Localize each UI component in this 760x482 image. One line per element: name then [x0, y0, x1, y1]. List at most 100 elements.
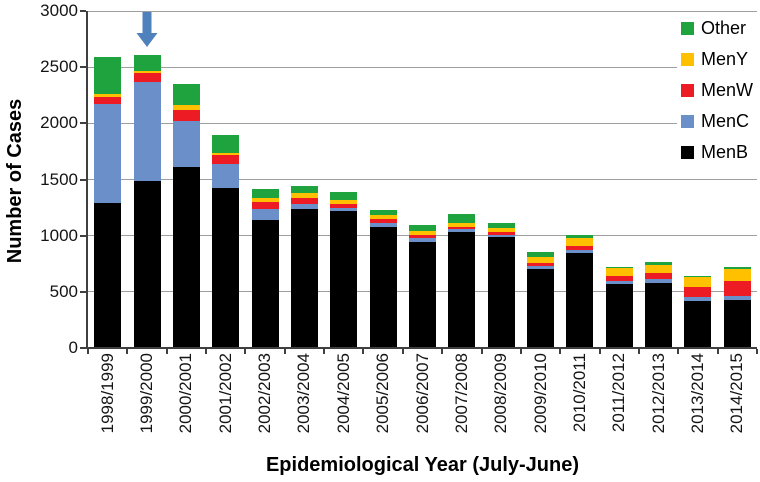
legend-swatch-menc — [681, 114, 694, 128]
y-tick-label: 2500 — [40, 57, 78, 77]
y-tick — [80, 10, 86, 12]
bar-segment-meny-2007/2008 — [448, 223, 476, 227]
bar-segment-menw-2010/2011 — [566, 245, 594, 251]
x-tick — [244, 349, 247, 354]
x-tick — [283, 349, 286, 354]
bar-segment-menc-1999/2000 — [133, 81, 161, 181]
x-tick — [126, 349, 129, 354]
legend-item-menw: MenW — [681, 79, 760, 101]
bar-segment-meny-2014/2015 — [723, 269, 751, 281]
x-tick — [205, 349, 208, 354]
x-axis-line — [86, 347, 757, 349]
bar-segment-meny-1999/2000 — [133, 70, 161, 74]
x-tick — [480, 349, 483, 354]
bar-segment-menw-2001/2002 — [212, 155, 240, 164]
x-tick-label-2014/2015: 2014/2015 — [727, 353, 747, 434]
bar-segment-other-2005/2006 — [369, 209, 397, 216]
gridline-1500 — [88, 179, 757, 180]
y-tick-label: 3000 — [40, 1, 78, 20]
y-tick-label: 1500 — [40, 169, 78, 189]
legend-swatch-meny — [681, 52, 694, 66]
x-axis-title: Epidemiological Year (July-June) — [265, 454, 580, 476]
bar-segment-meny-2006/2007 — [409, 230, 436, 235]
bar-segment-menc-2004/2005 — [330, 208, 358, 212]
bar-2004/2005 — [330, 191, 358, 348]
bar-2010/2011 — [566, 235, 594, 348]
gridline-2000 — [88, 122, 757, 124]
bar-segment-menw-2002/2003 — [251, 201, 279, 210]
legend-item-other: Other — [681, 17, 760, 39]
legend-swatch-menw — [681, 83, 694, 97]
y-tick — [80, 178, 86, 181]
bar-segment-other-2004/2005 — [330, 191, 358, 201]
x-tick-label-2009/2010: 2009/2010 — [530, 353, 550, 434]
bar-2001/2002 — [212, 135, 240, 348]
x-tick-label-2003/2004: 2003/2004 — [294, 353, 314, 434]
bar-2002/2003 — [251, 189, 279, 348]
bar-segment-menb-2007/2008 — [448, 232, 476, 348]
bar-2012/2013 — [645, 262, 673, 348]
x-tick-label-2005/2006: 2005/2006 — [373, 353, 393, 434]
bar-segment-menb-2013/2014 — [684, 300, 712, 348]
y-tick-label: 0 — [68, 338, 78, 357]
y-tick-label: 2000 — [40, 113, 78, 133]
y-tick — [80, 347, 86, 349]
bar-2003/2004 — [290, 186, 318, 348]
bar-2007/2008 — [448, 213, 476, 348]
gridline-2500 — [88, 66, 757, 68]
x-tick — [87, 349, 89, 354]
bar-segment-other-2000/2001 — [172, 84, 200, 105]
x-tick — [441, 349, 444, 354]
x-tick-label-2002/2003: 2002/2003 — [255, 353, 275, 434]
x-tick-label-2013/2014: 2013/2014 — [687, 353, 707, 434]
x-tick-label-2000/2001: 2000/2001 — [176, 353, 196, 434]
bar-segment-menb-2008/2009 — [487, 237, 515, 348]
bar-segment-meny-2009/2010 — [527, 257, 555, 264]
bar-segment-menw-2006/2007 — [409, 234, 436, 239]
bar-segment-menb-2012/2013 — [645, 282, 673, 348]
x-tick-label-2011/2012: 2011/2012 — [609, 353, 629, 433]
bar-segment-other-2013/2014 — [684, 275, 712, 277]
x-tick-label-2007/2008: 2007/2008 — [451, 353, 471, 434]
bar-segment-menw-2007/2008 — [448, 226, 476, 230]
x-tick-label-2001/2002: 2001/2002 — [215, 353, 235, 434]
legend-item-menc: MenC — [681, 110, 760, 132]
x-tick-label-2006/2007: 2006/2007 — [412, 353, 432, 434]
x-tick-label-2004/2005: 2004/2005 — [333, 353, 353, 434]
bar-segment-menb-2010/2011 — [566, 253, 594, 348]
bar-segment-meny-2012/2013 — [645, 265, 673, 273]
gridline-3000 — [88, 11, 757, 12]
legend-label-other: Other — [701, 17, 747, 38]
bar-segment-menw-1999/2000 — [133, 73, 161, 82]
x-tick-label-1999/2000: 1999/2000 — [137, 353, 157, 434]
bar-segment-menc-2000/2001 — [172, 120, 200, 167]
y-tick-label: 1000 — [40, 225, 78, 245]
y-tick-label: 500 — [49, 281, 78, 301]
bar-segment-menb-2006/2007 — [409, 242, 436, 348]
bar-2006/2007 — [409, 224, 436, 348]
bar-segment-menc-2001/2002 — [212, 163, 240, 189]
x-tick — [401, 349, 404, 354]
legend-label-menw: MenW — [701, 79, 754, 100]
x-tick-label-1998/1999: 1998/1999 — [97, 353, 117, 434]
bar-2009/2010 — [527, 251, 555, 348]
bar-2000/2001 — [172, 84, 200, 348]
x-tick-label-2008/2009: 2008/2009 — [491, 353, 511, 434]
bar-2013/2014 — [684, 275, 712, 348]
x-tick — [519, 349, 522, 354]
y-axis-line — [86, 11, 88, 348]
bar-segment-other-2007/2008 — [448, 213, 476, 224]
bar-segment-menb-1998/1999 — [94, 203, 122, 348]
bar-segment-menw-2004/2005 — [330, 204, 358, 209]
bar-segment-menw-1998/1999 — [94, 97, 122, 104]
bar-segment-menb-1999/2000 — [133, 180, 161, 348]
bar-segment-menc-2013/2014 — [684, 297, 712, 301]
bar-segment-menc-2012/2013 — [645, 279, 673, 283]
bar-segment-menc-2014/2015 — [723, 296, 751, 300]
bar-segment-other-2002/2003 — [251, 189, 279, 199]
bar-segment-menb-2003/2004 — [290, 209, 318, 348]
x-tick — [716, 349, 719, 354]
bar-segment-other-2010/2011 — [566, 235, 594, 239]
bar-segment-menw-2013/2014 — [684, 287, 712, 298]
bar-segment-menb-2001/2002 — [212, 188, 240, 348]
